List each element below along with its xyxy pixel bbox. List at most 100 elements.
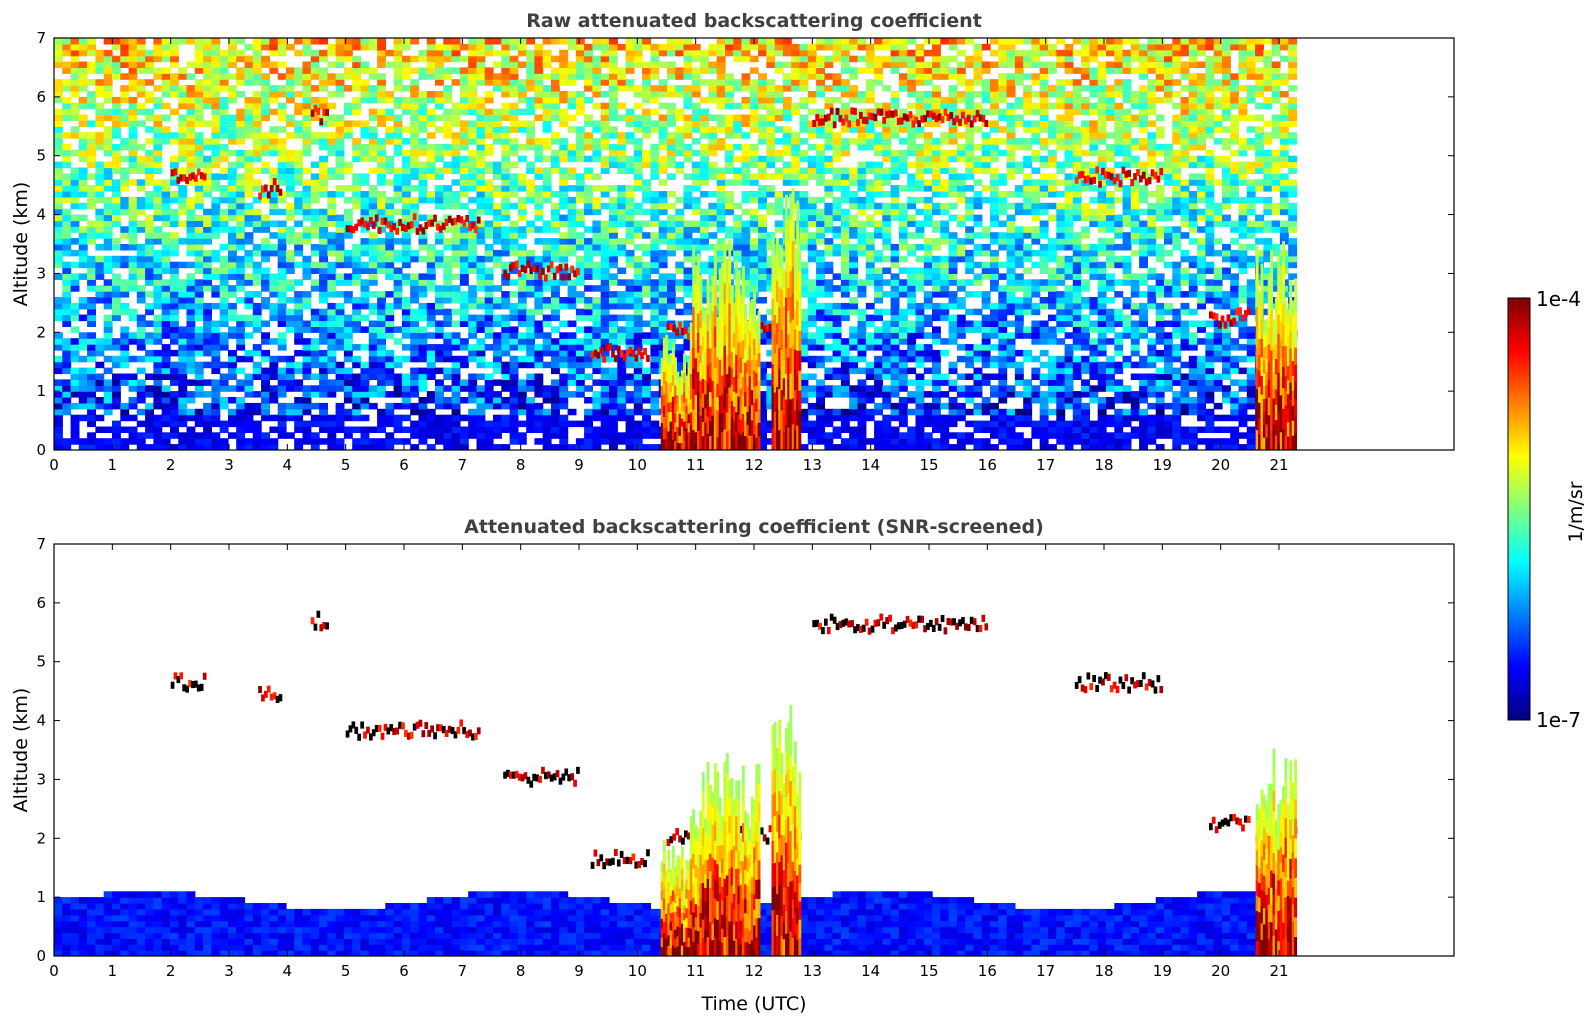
heatmap-cell — [642, 208, 651, 216]
heatmap-cell — [112, 185, 121, 192]
heatmap-cell — [484, 67, 494, 74]
heatmap-cell — [112, 179, 121, 186]
heatmap-cell — [252, 108, 262, 116]
heatmap-cell — [327, 349, 337, 357]
heatmap-cell — [343, 161, 353, 169]
heatmap-cell — [186, 208, 196, 216]
heatmap-cell — [824, 249, 834, 257]
heatmap-cell — [78, 255, 88, 263]
heatmap-cell — [327, 432, 337, 439]
heatmap-cell — [78, 96, 88, 104]
heatmap-cell — [385, 49, 395, 57]
heatmap-cell — [145, 173, 154, 180]
heatmap-cell — [377, 143, 386, 151]
heatmap-cell — [120, 226, 130, 233]
heatmap-cell — [54, 420, 63, 428]
heatmap-cell — [683, 38, 693, 45]
heatmap-cell — [385, 232, 395, 239]
heatmap-cell — [700, 267, 709, 274]
heatmap-cell — [832, 79, 842, 86]
heatmap-cell — [161, 114, 171, 121]
heatmap-cell — [691, 261, 701, 269]
heatmap-cell — [501, 173, 511, 180]
heatmap-cell — [526, 179, 536, 186]
heatmap-cell — [766, 132, 776, 139]
heatmap-cell — [120, 61, 130, 68]
heatmap-cell — [600, 379, 610, 386]
heatmap-cell — [410, 426, 420, 433]
heatmap-cell — [112, 67, 121, 74]
heatmap-cell — [161, 208, 171, 216]
heatmap-cell — [302, 43, 312, 51]
heatmap-cell — [319, 332, 328, 339]
heatmap-cell — [493, 302, 502, 310]
heatmap-cell — [600, 344, 610, 351]
heatmap-cell — [435, 414, 444, 422]
heatmap-cell — [377, 161, 386, 169]
heatmap-cell — [252, 302, 262, 310]
heatmap-cell — [70, 314, 80, 322]
heatmap-cell — [708, 138, 718, 145]
heatmap-cell — [285, 373, 295, 380]
heatmap-cell — [368, 402, 378, 410]
heatmap-cell — [633, 391, 643, 398]
heatmap-cell — [103, 344, 113, 351]
heatmap-cell — [840, 361, 850, 369]
heatmap-cell — [534, 344, 544, 351]
heatmap-cell — [393, 132, 403, 139]
heatmap-cell — [650, 402, 660, 410]
heatmap-cell — [758, 367, 767, 375]
heatmap-cell — [120, 344, 130, 351]
heatmap-cell — [459, 173, 469, 180]
heatmap-cell — [691, 220, 701, 227]
heatmap-cell — [377, 426, 386, 433]
heatmap-cell — [120, 232, 130, 239]
heatmap-cell — [170, 379, 179, 386]
heatmap-cell — [426, 149, 436, 157]
heatmap-cell — [343, 408, 353, 416]
heatmap-cell — [219, 385, 229, 392]
heatmap-cell — [584, 338, 593, 345]
heatmap-cell — [691, 126, 701, 133]
heatmap-cell — [832, 232, 842, 239]
heatmap-cell — [609, 220, 618, 227]
heatmap-cell — [691, 55, 701, 63]
heatmap-cell — [426, 391, 436, 398]
heatmap-cell — [319, 267, 328, 274]
heatmap-cell — [559, 61, 569, 68]
heatmap-cell — [335, 138, 345, 145]
heatmap-cell — [103, 143, 113, 151]
heatmap-cell — [526, 161, 536, 169]
heatmap-cell — [642, 61, 651, 68]
heatmap-cell — [625, 61, 635, 68]
heatmap-cell — [600, 79, 610, 86]
heatmap-cell — [95, 143, 105, 151]
heatmap-cell — [791, 220, 801, 227]
heatmap-cell — [451, 397, 461, 404]
heatmap-cell — [319, 273, 328, 280]
heatmap-cell — [667, 226, 676, 233]
heatmap-cell — [551, 138, 560, 145]
heatmap-cell — [468, 226, 478, 233]
heatmap-cell — [310, 191, 320, 198]
heatmap-cell — [584, 314, 593, 322]
heatmap-cell — [584, 96, 593, 104]
heatmap-cell — [236, 202, 246, 210]
heatmap-cell — [244, 379, 254, 386]
heatmap-cell — [683, 155, 693, 163]
heatmap-cell — [650, 279, 660, 286]
heatmap-cell — [542, 397, 552, 404]
heatmap-cell — [633, 355, 643, 363]
heatmap-cell — [658, 297, 668, 304]
heatmap-cell — [153, 85, 163, 92]
heatmap-cell — [609, 43, 618, 51]
heatmap-cell — [816, 408, 825, 416]
heatmap-cell — [360, 38, 370, 45]
heatmap-cell — [269, 38, 279, 45]
heatmap-cell — [228, 302, 237, 310]
heatmap-cell — [807, 244, 817, 251]
heatmap-cell — [435, 432, 444, 439]
heatmap-cell — [725, 161, 734, 169]
heatmap-cell — [526, 126, 536, 133]
heatmap-cell — [410, 355, 420, 363]
